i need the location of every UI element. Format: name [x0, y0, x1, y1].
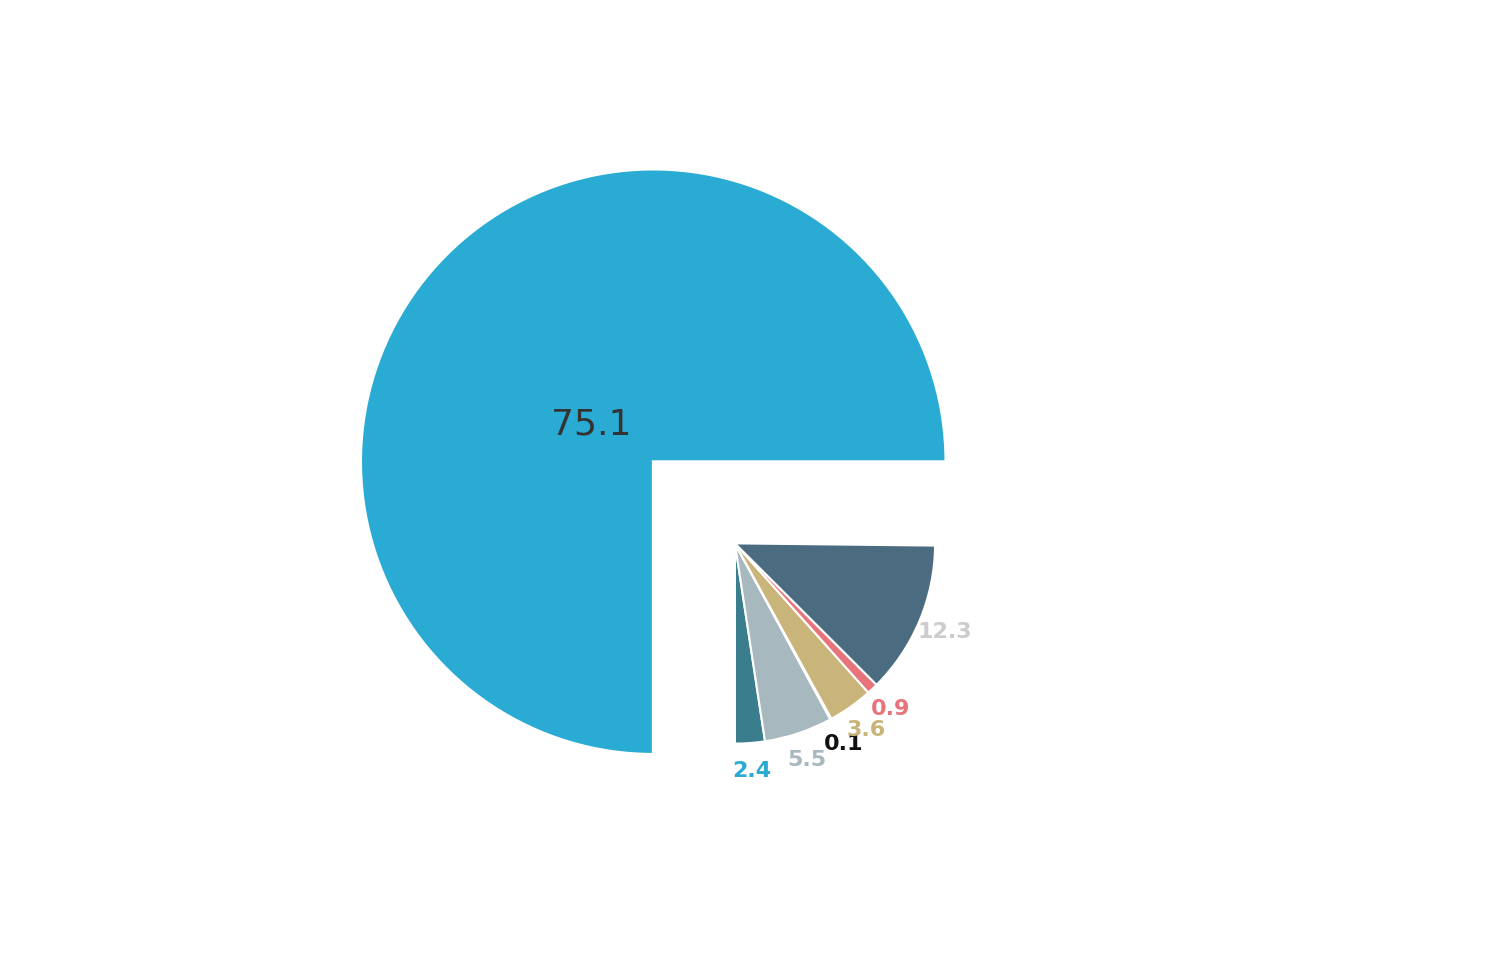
Text: 12.3: 12.3: [916, 622, 972, 642]
Wedge shape: [735, 544, 876, 693]
Text: 0.1: 0.1: [824, 733, 864, 752]
Text: 0.9: 0.9: [871, 699, 910, 719]
Text: 75.1: 75.1: [552, 407, 632, 441]
Wedge shape: [735, 544, 831, 742]
Text: 2.4: 2.4: [732, 760, 771, 780]
Wedge shape: [735, 544, 831, 720]
Wedge shape: [735, 544, 868, 719]
Wedge shape: [735, 544, 934, 685]
Wedge shape: [735, 544, 765, 744]
Wedge shape: [360, 170, 946, 754]
Text: 5.5: 5.5: [788, 749, 826, 769]
Text: 3.6: 3.6: [846, 719, 886, 739]
